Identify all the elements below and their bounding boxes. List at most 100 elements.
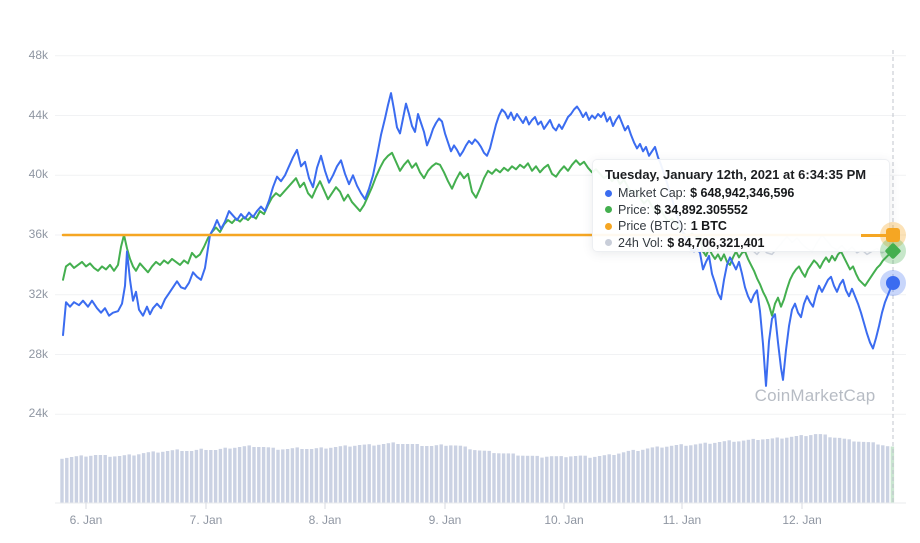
volume-bar (794, 436, 799, 503)
volume-bar (525, 455, 530, 503)
tooltip-value: $ 34,892.305552 (653, 202, 748, 217)
volume-bar (549, 456, 554, 503)
volume-bar (837, 437, 842, 503)
volume-bar (607, 454, 611, 503)
volume-bar (338, 446, 343, 503)
volume-bar (655, 446, 659, 503)
volume-bar (237, 447, 242, 503)
volume-bar (573, 456, 578, 503)
market-cap-dot-icon (605, 189, 612, 197)
volume-bar (780, 438, 784, 503)
volume-bar (693, 444, 698, 503)
volume-bar (770, 438, 775, 503)
volume-bar (809, 435, 813, 503)
volume-bar (305, 449, 309, 503)
volume-bar (665, 446, 669, 503)
tooltip-title: Tuesday, January 12th, 2021 at 6:34:35 P… (605, 167, 867, 182)
volume-bar (660, 447, 664, 503)
volume-bar (117, 456, 122, 503)
volume-bar (223, 447, 227, 503)
volume-bar (415, 444, 419, 503)
volume-bar (828, 437, 832, 503)
tooltip-row-market-cap: Market Cap: $ 648,942,346,596 (605, 185, 879, 202)
volume-bar (405, 444, 410, 503)
watermark: CoinMarketCap (754, 386, 876, 405)
volume-bar (799, 435, 803, 503)
volume-bar (684, 445, 688, 503)
volume-bar (847, 439, 851, 503)
series-line-price (62, 151, 894, 317)
volume-bar (722, 441, 727, 503)
volume-bar (113, 456, 117, 503)
volume-bar (401, 444, 405, 503)
volume-bar (74, 456, 79, 503)
volume-bar (65, 457, 69, 503)
volume-bar (257, 447, 261, 503)
volume-bar (761, 439, 765, 503)
volume-bar (785, 437, 789, 503)
volume-bar (554, 456, 559, 503)
volume-bar (247, 445, 251, 503)
volume-bar (597, 456, 602, 503)
volume-bar (477, 450, 482, 503)
market-cap-marker (886, 275, 900, 290)
volume-bar (333, 447, 338, 503)
volume-bar (93, 455, 98, 503)
volume-bar (569, 456, 573, 503)
volume-bar (545, 456, 549, 503)
tooltip-rows: Market Cap: $ 648,942,346,596 Price: $ 34,8… (605, 185, 879, 251)
volume-bar (626, 450, 631, 503)
volume-bar (540, 457, 544, 503)
volume-bar (857, 441, 861, 503)
x-axis-label: 11. Jan (662, 513, 702, 527)
volume-bar (593, 456, 597, 503)
volume-bar (516, 455, 520, 503)
volume-bar (578, 455, 583, 503)
volume-bar (501, 453, 506, 503)
volume-bar (329, 447, 333, 503)
volume-bar (314, 448, 319, 503)
tooltip-row-price-btc: Price (BTC): 1 BTC (605, 218, 879, 235)
volume-bar (362, 444, 367, 503)
volume-bar (84, 456, 88, 503)
volume-bar (473, 450, 477, 503)
volume-bar (189, 451, 194, 503)
volume-bar (60, 458, 64, 503)
series-line-market-cap (62, 92, 894, 387)
volume-bar (357, 445, 362, 503)
volume-bar (386, 443, 391, 503)
volume-bar (353, 445, 357, 503)
volume-bar (228, 448, 232, 503)
y-axis-label: 48k (28, 47, 48, 62)
volume-bar (324, 448, 328, 503)
volume-bar (185, 451, 189, 503)
tooltip-row-price: Price: $ 34,892.305552 (605, 202, 879, 219)
y-axis-label: 36k (28, 227, 48, 241)
volume-bar (842, 438, 847, 503)
volume-bar (482, 450, 487, 503)
volume-bar (242, 446, 247, 503)
volume-bar (285, 449, 290, 503)
volume-bar (218, 448, 223, 503)
tooltip-label: 24h Vol: (618, 235, 664, 250)
vol-24h-dot-icon (605, 239, 612, 247)
volume-bar (367, 444, 371, 503)
volume-bar (612, 455, 616, 503)
volume-bar (137, 454, 141, 503)
volume-bar (295, 447, 299, 503)
volume-bar (343, 445, 347, 503)
volume-bar (674, 445, 679, 503)
tooltip-value: $ 648,942,346,596 (690, 186, 795, 200)
volume-bar (170, 450, 175, 503)
volume-bar (98, 455, 103, 503)
volume-bar (199, 448, 203, 503)
volume-bar (727, 440, 731, 503)
volume-bar (429, 446, 434, 503)
y-axis-label: 40k (28, 167, 48, 182)
x-axis-label: 9. Jan (428, 513, 462, 527)
volume-bar (866, 442, 871, 503)
tooltip-row-vol-24h: 24h Vol: $ 84,706,321,401 (605, 235, 879, 252)
volume-bar (453, 445, 458, 503)
